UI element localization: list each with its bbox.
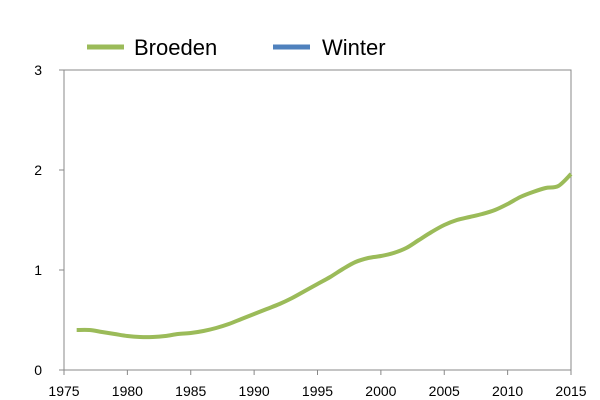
- x-tick-label: 1995: [302, 383, 333, 399]
- x-axis-ticks: 1975 1980 1985 1990 1995 2000 2005 2010 2015: [48, 370, 587, 399]
- legend-label-winter: Winter: [322, 35, 386, 60]
- series-layer: [76, 172, 573, 340]
- legend-label-broeden: Broeden: [134, 35, 217, 60]
- series-line-broeden: [76, 172, 573, 340]
- x-tick-label: 1975: [48, 383, 79, 399]
- y-tick-label: 3: [34, 62, 42, 78]
- x-tick-label: 2005: [429, 383, 460, 399]
- legend: Broeden Winter: [87, 35, 386, 60]
- x-tick-label: 1990: [239, 383, 270, 399]
- axes: [63, 69, 572, 371]
- x-tick-label: 1980: [112, 383, 143, 399]
- x-tick-label: 2010: [492, 383, 523, 399]
- y-tick-label: 0: [34, 362, 42, 378]
- plot-area-border: [63, 69, 572, 371]
- y-tick-label: 1: [34, 262, 42, 278]
- x-tick-label: 2015: [555, 383, 586, 399]
- y-tick-label: 2: [34, 162, 42, 178]
- y-axis-ticks: 0 1 2 3: [34, 62, 64, 378]
- x-tick-label: 1985: [175, 383, 206, 399]
- x-tick-label: 2000: [365, 383, 396, 399]
